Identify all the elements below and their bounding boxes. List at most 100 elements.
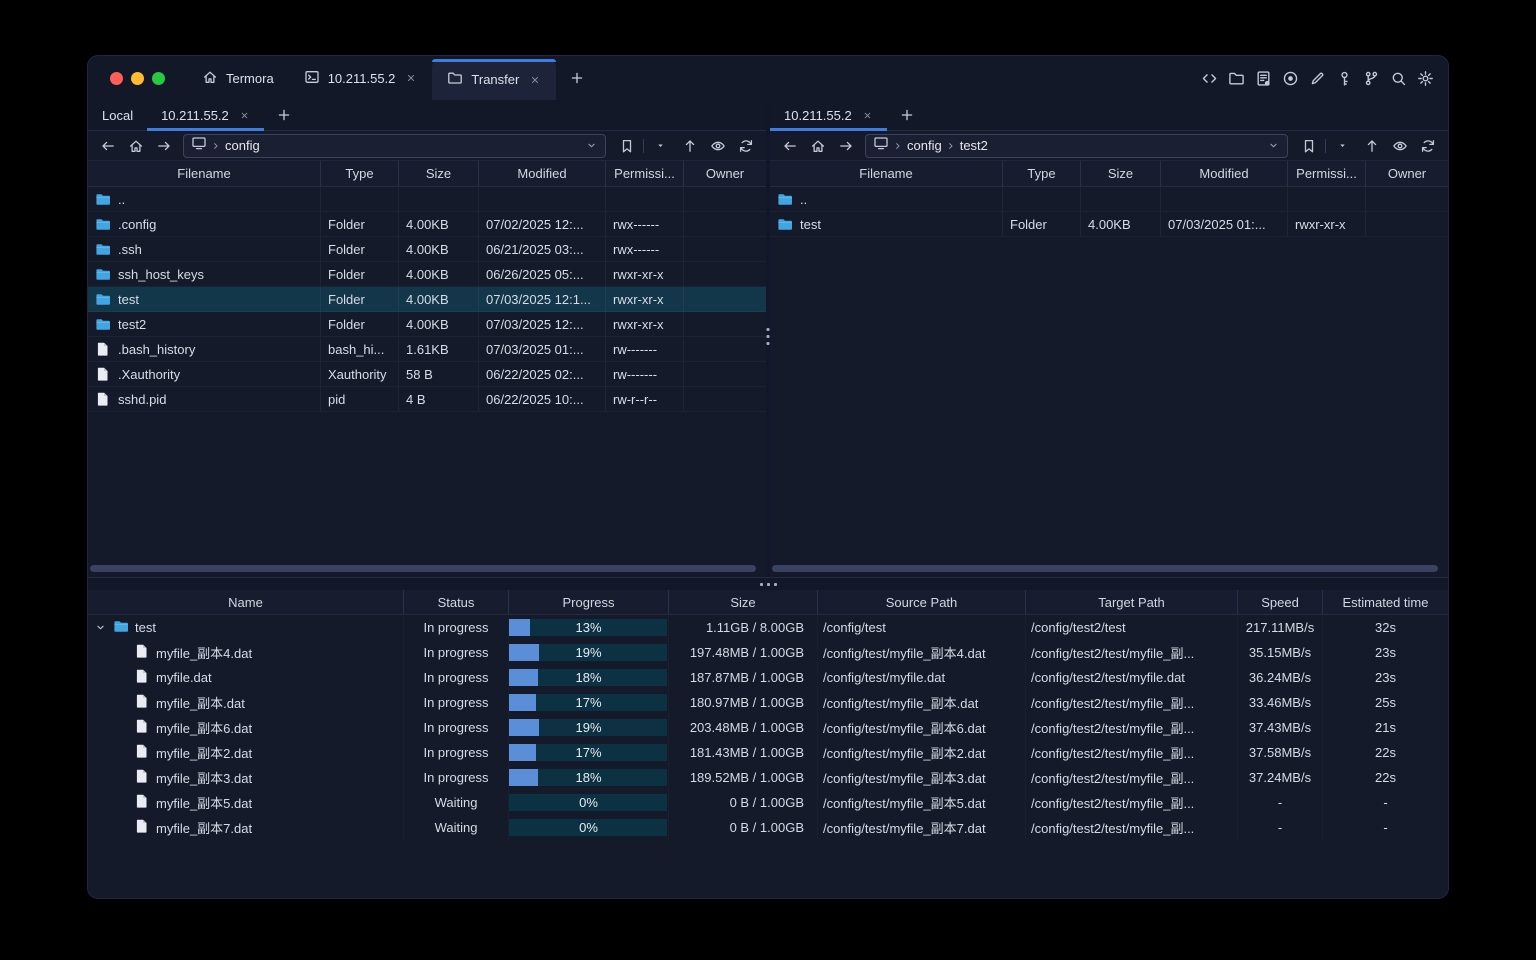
chevron-down-icon[interactable] [1267,139,1280,152]
computer-icon [191,135,207,156]
column-header-size[interactable]: Size [669,590,818,614]
window-tab-10-211-55-2[interactable]: 10.211.55.2 [289,56,433,100]
home-button[interactable] [123,134,149,158]
new-pane-tab-button[interactable] [264,100,304,130]
close-tab-icon[interactable] [529,74,541,86]
column-header-type[interactable]: Type [321,161,399,186]
zoom-window-button[interactable] [152,71,165,85]
file-row[interactable]: .config Folder 4.00KB 07/02/2025 12:... rwx-… [88,212,766,237]
column-header-source-path[interactable]: Source Path [818,590,1026,614]
folder-icon[interactable] [1228,70,1245,87]
horizontal-splitter[interactable] [88,578,1448,590]
key-icon[interactable] [1336,70,1353,87]
upload-button[interactable] [1359,134,1385,158]
pane-tab-10-211-55-2[interactable]: 10.211.55.2 [770,100,887,131]
column-header-target-path[interactable]: Target Path [1026,590,1238,614]
file-cell: rwx------ [606,212,684,236]
forward-button[interactable] [151,134,177,158]
new-pane-tab-button[interactable] [887,100,927,130]
right-file-pane: 10.211.55.2 config test2 Filename Type Size Mo… [770,100,1448,577]
edit-icon[interactable] [1309,70,1326,87]
column-header-name[interactable]: Name [88,590,404,614]
close-window-button[interactable] [110,71,123,85]
column-header-estimated-time[interactable]: Estimated time [1342,594,1429,610]
breadcrumb-segment[interactable]: test2 [959,138,988,153]
chevron-down-icon[interactable] [585,139,598,152]
refresh-button[interactable] [733,134,759,158]
file-row[interactable]: ssh_host_keys Folder 4.00KB 06/26/2025 05:.… [88,262,766,287]
file-row[interactable]: .bash_history bash_hi... 1.61KB 07/03/2025 … [88,337,766,362]
progress-fill [509,744,537,761]
file-row[interactable]: test Folder 4.00KB 07/03/2025 12:1... rwxr-x… [88,287,766,312]
column-header-size[interactable]: Size [1081,161,1161,186]
column-header-speed[interactable]: Speed [1238,590,1323,614]
column-header-type[interactable]: Type [1003,161,1081,186]
breadcrumb-segment[interactable]: config [225,138,260,153]
horizontal-scrollbar-thumb[interactable] [90,565,756,572]
close-tab-icon[interactable] [862,110,873,121]
back-button[interactable] [777,134,803,158]
column-header-owner[interactable]: Owner [705,166,745,181]
show-hidden-button[interactable] [705,134,731,158]
pane-tab-10-211-55-2[interactable]: 10.211.55.2 [147,100,264,131]
column-header-progress[interactable]: Progress [509,590,669,614]
transfer-row[interactable]: myfile_副本.dat In progress 17% 180.97MB / 1.… [88,690,1448,715]
transfer-row[interactable]: myfile_副本5.dat Waiting 0% 0 B / 1.00GB/conf… [88,790,1448,815]
window-tab-termora[interactable]: Termora [187,56,289,100]
forward-button[interactable] [833,134,859,158]
column-header-status[interactable]: Status [404,590,509,614]
record-icon[interactable] [1282,70,1299,87]
close-tab-icon[interactable] [405,72,417,84]
refresh-button[interactable] [1415,134,1441,158]
vertical-splitter[interactable] [766,100,770,577]
show-hidden-button[interactable] [1387,134,1413,158]
column-header-size[interactable]: Size [399,161,479,186]
transfer-eta: 22s [1375,745,1396,760]
transfer-row[interactable]: myfile_副本7.dat Waiting 0% 0 B / 1.00GB/conf… [88,815,1448,840]
transfer-row[interactable]: myfile_副本4.dat In progress 19% 197.48MB / 1… [88,640,1448,665]
breadcrumb-segment[interactable]: config [907,138,942,153]
transfer-row[interactable]: test In progress 13% 1.11GB / 8.00GB/config… [88,615,1448,640]
settings-icon[interactable] [1417,70,1434,87]
bookmark-button[interactable] [614,134,640,158]
file-row[interactable]: .Xauthority Xauthority 58 B 06/22/2025 02:.… [88,362,766,387]
column-header-modified[interactable]: Modified [479,161,606,186]
transfer-row[interactable]: myfile_副本2.dat In progress 17% 181.43MB / 1… [88,740,1448,765]
transfer-row[interactable]: myfile_副本3.dat In progress 18% 189.52MB / 1… [88,765,1448,790]
column-header-owner[interactable]: Owner [1387,166,1427,181]
column-header-filename[interactable]: Filename [770,161,1003,186]
column-header-permissi[interactable]: Permissi... [1288,161,1366,186]
code-icon[interactable] [1201,70,1218,87]
expand-chevron-down-icon[interactable] [94,621,107,634]
minimize-window-button[interactable] [131,71,144,85]
path-breadcrumb-box[interactable]: config test2 [865,133,1288,158]
horizontal-scrollbar-thumb[interactable] [772,565,1438,572]
transfer-target-path: /config/test2/test/myfile_副... [1026,790,1238,815]
file-row[interactable]: sshd.pid pid 4 B 06/22/2025 10:... rw-r--r-- [88,387,766,412]
file-row[interactable]: .. [88,187,766,212]
path-breadcrumb-box[interactable]: config [183,133,606,158]
branch-icon[interactable] [1363,70,1380,87]
close-tab-icon[interactable] [239,110,250,121]
file-cell: 07/02/2025 12:... [479,212,606,236]
column-header-permissi[interactable]: Permissi... [606,161,684,186]
transfer-row[interactable]: myfile.dat In progress 18% 187.87MB / 1.00G… [88,665,1448,690]
column-header-filename[interactable]: Filename [88,161,321,186]
back-button[interactable] [95,134,121,158]
new-tab-button[interactable] [556,56,598,100]
bookmark-button[interactable] [1296,134,1322,158]
window-tab-transfer[interactable]: Transfer [432,59,557,100]
transfer-row[interactable]: myfile_副本6.dat In progress 19% 203.48MB / 1… [88,715,1448,740]
home-button[interactable] [805,134,831,158]
file-row[interactable]: test2 Folder 4.00KB 07/03/2025 12:... rwxr-x… [88,312,766,337]
search-icon[interactable] [1390,70,1407,87]
column-header-modified[interactable]: Modified [1161,161,1288,186]
file-row[interactable]: test Folder 4.00KB 07/03/2025 01:... rwxr-xr… [770,212,1448,237]
file-row[interactable]: .. [770,187,1448,212]
caret-down-icon[interactable] [1329,134,1355,158]
pane-tab-local[interactable]: Local [88,100,147,130]
file-row[interactable]: .ssh Folder 4.00KB 06/21/2025 03:... rwx----… [88,237,766,262]
upload-button[interactable] [677,134,703,158]
log-icon[interactable] [1255,70,1272,87]
caret-down-icon[interactable] [647,134,673,158]
